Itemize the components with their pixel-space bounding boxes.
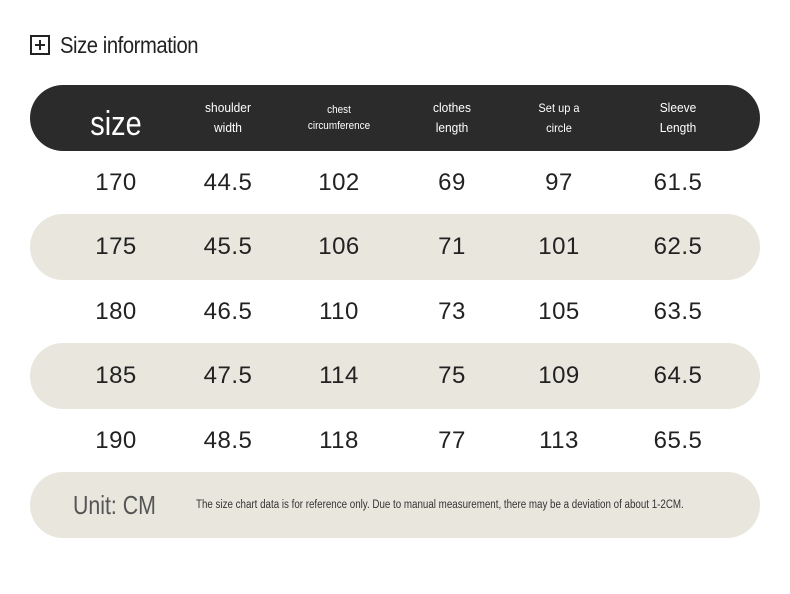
header-clothes-line1: clothes xyxy=(433,100,471,115)
header-shoulder-line1: shoulder xyxy=(205,100,251,115)
table-footer-row: Unit: CM The size chart data is for refe… xyxy=(30,472,760,538)
header-sleeve-line1: Sleeve xyxy=(659,100,697,115)
cell-circle: 109 xyxy=(538,362,580,389)
header-clothes-length: clothes length xyxy=(433,85,471,151)
cell-chest: 102 xyxy=(318,168,360,196)
table-header-row: size shoulder width chest circumference … xyxy=(30,85,760,151)
section-title-text: Size information xyxy=(60,31,199,58)
cell-size: 175 xyxy=(95,233,137,260)
cell-chest: 110 xyxy=(319,297,359,325)
header-chest-line1: chest xyxy=(327,104,351,116)
plus-box-icon xyxy=(30,35,50,55)
cell-size: 190 xyxy=(95,426,137,454)
cell-chest: 118 xyxy=(319,426,359,454)
header-size: size xyxy=(90,104,142,143)
cell-sleeve: 63.5 xyxy=(653,297,703,325)
cell-chest: 114 xyxy=(319,362,359,389)
cell-shoulder: 47.5 xyxy=(203,362,253,389)
cell-length: 77 xyxy=(438,426,466,454)
cell-sleeve: 61.5 xyxy=(653,168,703,196)
cell-sleeve: 64.5 xyxy=(653,362,703,389)
cell-circle: 97 xyxy=(545,168,573,196)
header-sleeve-length: Sleeve Length xyxy=(660,85,697,151)
cell-shoulder: 46.5 xyxy=(203,297,253,325)
cell-shoulder: 45.5 xyxy=(203,233,253,260)
header-clothes-line2: length xyxy=(435,120,469,135)
table-row: 190 48.5 118 77 113 65.5 xyxy=(30,409,760,472)
cell-circle: 113 xyxy=(539,426,579,454)
cell-length: 75 xyxy=(438,362,466,389)
header-chest-circumference: chest circumference xyxy=(308,85,370,151)
cell-size: 170 xyxy=(95,168,137,196)
cell-sleeve: 62.5 xyxy=(653,233,703,260)
header-chest-line2: circumference xyxy=(307,120,371,132)
section-title: Size information xyxy=(30,28,217,62)
table-row: 180 46.5 110 73 105 63.5 xyxy=(30,280,760,343)
cell-length: 69 xyxy=(438,168,466,196)
cell-shoulder: 44.5 xyxy=(203,168,253,196)
table-row: 175 45.5 106 71 101 62.5 xyxy=(30,214,760,280)
cell-length: 73 xyxy=(438,297,466,325)
cell-length: 71 xyxy=(438,233,466,260)
cell-size: 185 xyxy=(95,362,137,389)
header-sleeve-line2: Length xyxy=(659,120,697,135)
header-shoulder-width: shoulder width xyxy=(205,85,251,151)
table-row: 170 44.5 102 69 97 61.5 xyxy=(30,151,760,214)
cell-sleeve: 65.5 xyxy=(653,426,703,454)
cell-size: 180 xyxy=(95,297,137,325)
cell-circle: 101 xyxy=(538,233,580,260)
size-table: size shoulder width chest circumference … xyxy=(30,85,760,538)
cell-circle: 105 xyxy=(538,297,580,325)
header-circle-line2: circle xyxy=(546,121,572,135)
header-set-up-circle: Set up a circle xyxy=(538,85,579,151)
header-shoulder-line2: width xyxy=(214,120,242,135)
header-circle-line1: Set up a xyxy=(538,101,580,115)
measurement-note: The size chart data is for reference onl… xyxy=(196,499,684,511)
unit-label: Unit: CM xyxy=(73,489,156,520)
cell-chest: 106 xyxy=(318,233,360,260)
cell-shoulder: 48.5 xyxy=(203,426,253,454)
table-row: 185 47.5 114 75 109 64.5 xyxy=(30,343,760,409)
